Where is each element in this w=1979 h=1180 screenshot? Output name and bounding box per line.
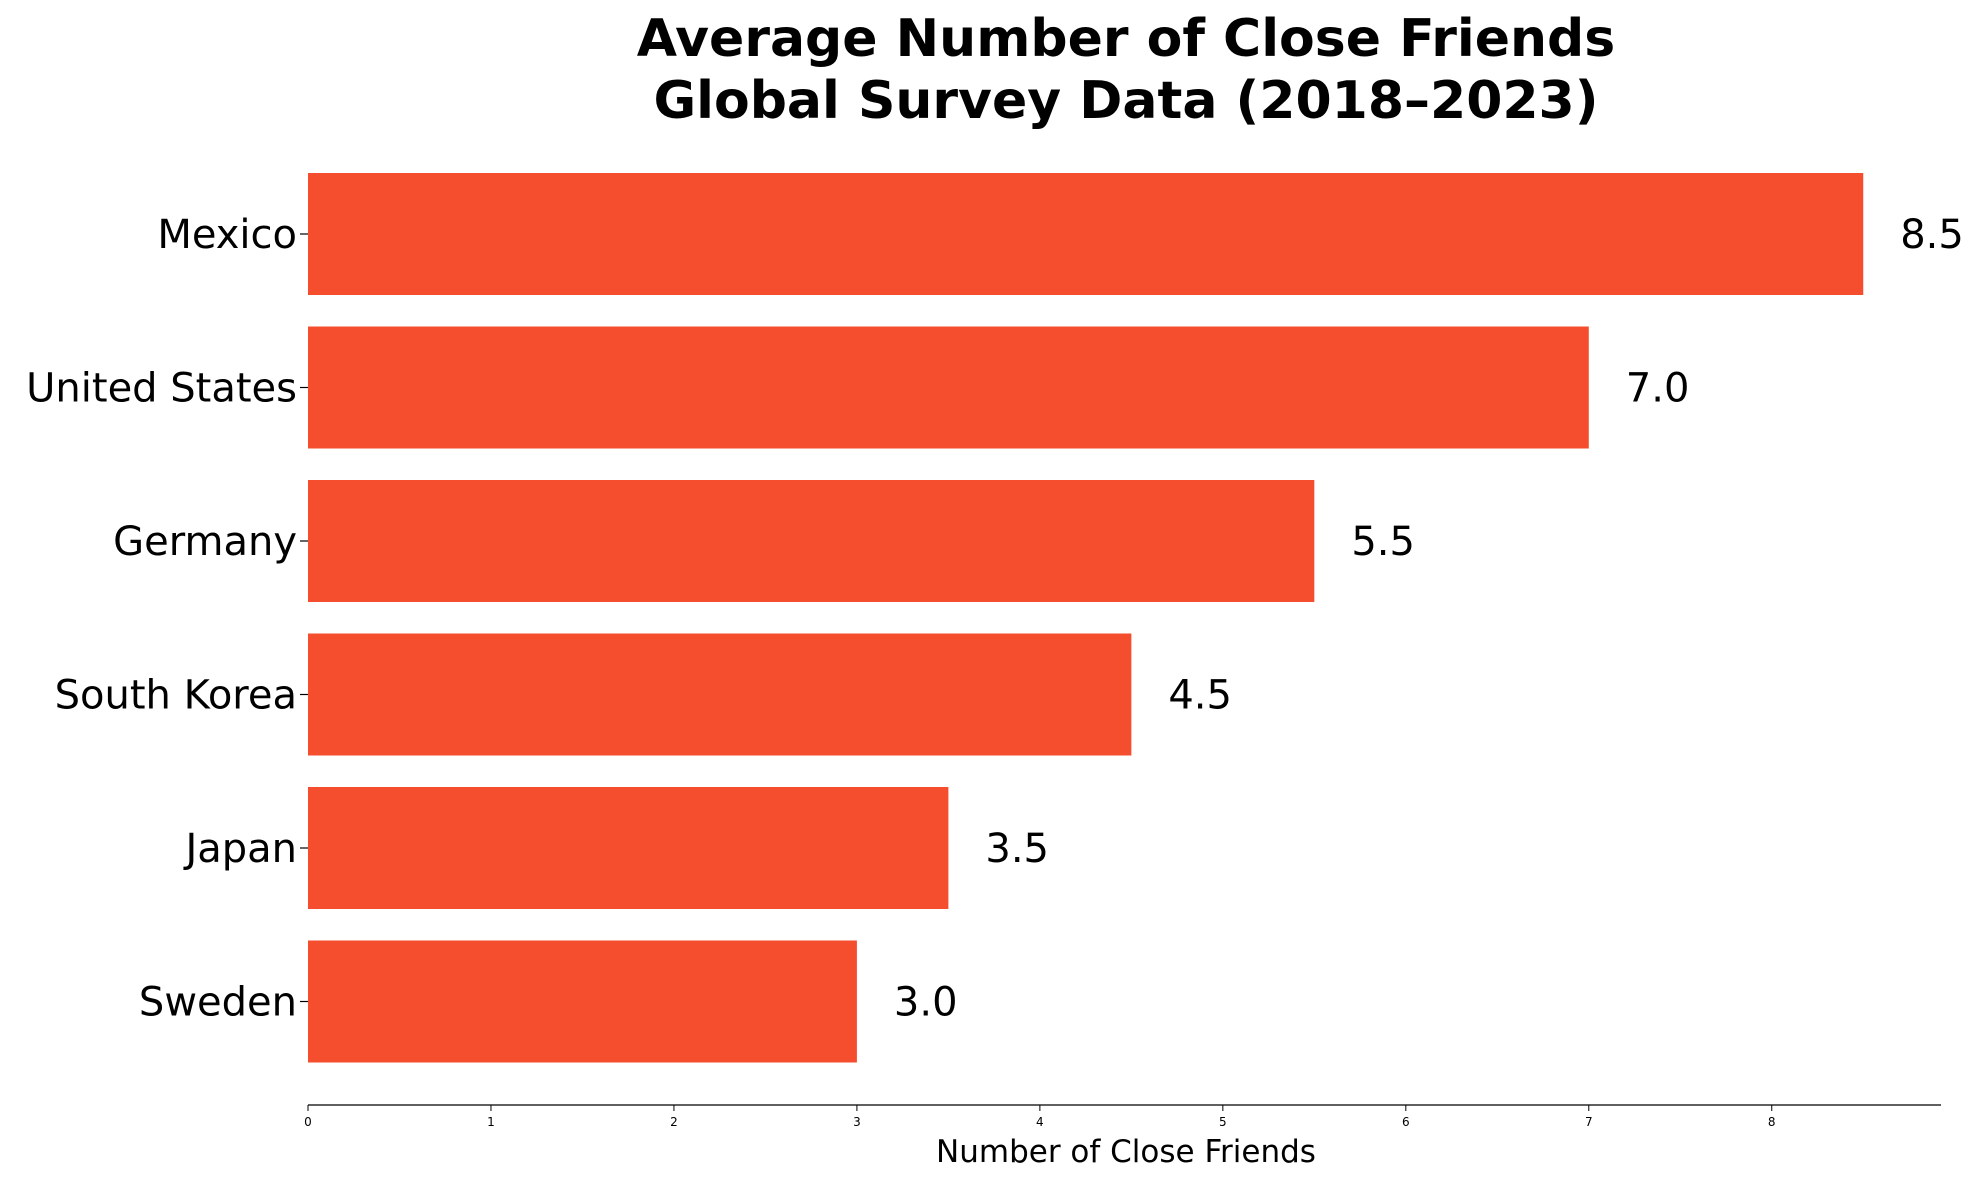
value-label-mexico: 8.5 xyxy=(1900,212,1964,258)
chart-title-line-1: Average Number of Close Friends xyxy=(637,9,1615,69)
x-tick-label-3: 3 xyxy=(853,1115,861,1129)
y-axis: Mexico United States Germany South Korea Jap… xyxy=(26,212,308,1026)
chart-title-line-2: Global Survey Data (2018–2023) xyxy=(653,71,1598,131)
bar-mexico xyxy=(308,173,1864,295)
y-tick-label-south-korea: South Korea xyxy=(55,673,297,719)
x-tick-label-7: 7 xyxy=(1585,1115,1593,1129)
bar-united-states xyxy=(308,326,1589,449)
value-label-united-states: 7.0 xyxy=(1626,366,1690,412)
y-tick-label-mexico: Mexico xyxy=(157,212,297,258)
value-label-germany: 5.5 xyxy=(1351,519,1415,565)
x-axis-label: Number of Close Friends xyxy=(936,1134,1316,1170)
y-tick-label-germany: Germany xyxy=(113,519,297,565)
x-tick-label-2: 2 xyxy=(670,1115,678,1129)
y-tick-label-japan: Japan xyxy=(182,826,297,872)
x-tick-label-0: 0 xyxy=(304,1115,312,1129)
bars-group: 8.5 7.0 5.5 4.5 3.5 3.0 xyxy=(308,173,1964,1063)
x-tick-label-5: 5 xyxy=(1219,1115,1227,1129)
value-label-south-korea: 4.5 xyxy=(1168,673,1232,719)
y-tick-label-united-states: United States xyxy=(26,366,297,412)
bar-germany xyxy=(308,480,1315,602)
x-tick-label-8: 8 xyxy=(1768,1115,1776,1129)
y-tick-label-sweden: Sweden xyxy=(139,980,297,1026)
value-label-sweden: 3.0 xyxy=(894,980,958,1026)
x-tick-label-6: 6 xyxy=(1402,1115,1410,1129)
bar-south-korea xyxy=(308,633,1132,756)
bar-sweden xyxy=(308,940,857,1063)
x-tick-label-4: 4 xyxy=(1036,1115,1044,1129)
value-label-japan: 3.5 xyxy=(985,826,1049,872)
x-tick-label-1: 1 xyxy=(487,1115,495,1129)
x-axis: 0 1 2 3 4 5 6 7 8 xyxy=(304,1104,1941,1129)
bar-japan xyxy=(308,787,949,909)
